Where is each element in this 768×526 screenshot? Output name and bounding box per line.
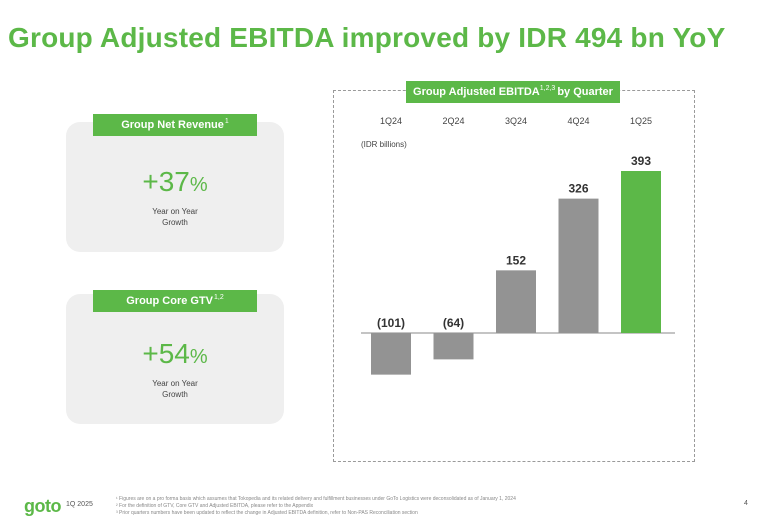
kpi-card-core-gtv: +54% Year on Year Growth — [66, 294, 284, 424]
category-label-3Q24: 3Q24 — [505, 116, 527, 126]
data-label-1Q25: 393 — [631, 154, 651, 168]
page-number: 4 — [744, 500, 748, 507]
kpi-header-core-gtv: Group Core GTV 1,2 — [93, 290, 257, 312]
kpi-value-net-revenue: +37% — [142, 166, 208, 197]
footnote-3: ³ Prior quarters numbers have been updat… — [116, 510, 418, 516]
chart-header: Group Adjusted EBITDA 1,2,3 by Quarter — [406, 81, 620, 103]
data-label-1Q24: (101) — [377, 316, 405, 330]
category-label-4Q24: 4Q24 — [567, 116, 589, 126]
category-label-1Q25: 1Q25 — [630, 116, 652, 126]
category-label-1Q24: 1Q24 — [380, 116, 402, 126]
bar-3Q24 — [496, 270, 536, 333]
kpi-sub-net-revenue: Year on Year Growth — [152, 207, 198, 227]
footnote-1: ¹ Figures are on a pro forma basis which… — [116, 496, 516, 502]
ebitda-bar-chart: 1Q24 (101) 2Q24 (64) 3Q24 152 4Q24 326 1Q25 393 — [361, 116, 675, 375]
data-label-4Q24: 326 — [568, 182, 588, 196]
goto-logo: goto — [24, 496, 61, 516]
kpi-sub-core-gtv: Year on Year Growth — [152, 379, 198, 399]
footnote-2: ² For the definition of GTV, Core GTV an… — [116, 503, 314, 509]
data-label-3Q24: 152 — [506, 253, 526, 267]
kpi-value-core-gtv: +54% — [142, 338, 208, 369]
kpi-card-net-revenue: +37% Year on Year Growth — [66, 122, 284, 252]
kpi-header-net-revenue: Group Net Revenue 1 — [93, 114, 257, 136]
bar-4Q24 — [558, 198, 599, 333]
page-title: Group Adjusted EBITDA improved by IDR 49… — [8, 22, 726, 53]
category-label-2Q24: 2Q24 — [442, 116, 464, 126]
data-label-2Q24: (64) — [443, 316, 464, 330]
period-tag: 1Q 2025 — [66, 501, 93, 508]
footnotes: ¹ Figures are on a pro forma basis which… — [116, 496, 636, 517]
bar-1Q25 — [621, 171, 661, 333]
chart-unit-label: (IDR billions) — [361, 140, 407, 149]
bar-1Q24 — [371, 333, 411, 375]
bar-2Q24 — [433, 333, 474, 360]
